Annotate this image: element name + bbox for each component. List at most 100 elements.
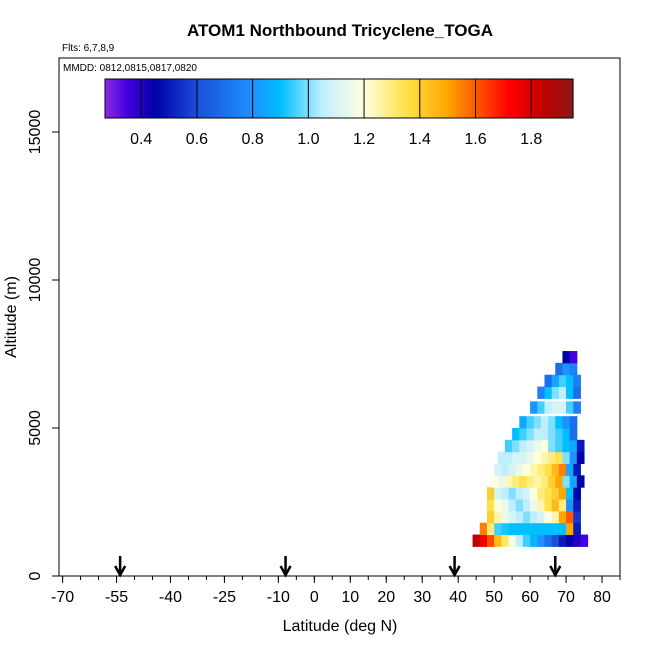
colorbar-segment bbox=[159, 79, 165, 118]
colorbar-segment bbox=[510, 79, 516, 118]
heatmap-cell bbox=[504, 475, 513, 488]
heatmap-cell bbox=[573, 510, 581, 524]
colorbar-segment bbox=[253, 79, 258, 118]
colorbar-segment bbox=[561, 79, 566, 118]
heatmap-cell bbox=[569, 428, 578, 441]
heatmap-cell bbox=[558, 487, 567, 500]
heatmap-cell bbox=[551, 463, 560, 476]
colorbar-segment bbox=[432, 79, 438, 118]
colorbar-segment bbox=[307, 79, 313, 118]
x-axis: -70 -55 -40 -25 -10 0 10 20 30 40 50 60 70 80 bbox=[51, 576, 621, 606]
heatmap-cell bbox=[551, 510, 560, 524]
colorbar-segment bbox=[155, 79, 161, 118]
colorbar-segment bbox=[374, 79, 379, 118]
x-tick-label: 80 bbox=[593, 589, 611, 606]
colorbar-segment bbox=[315, 79, 321, 118]
colorbar-segment bbox=[401, 79, 406, 118]
heatmap-cell bbox=[490, 475, 499, 488]
colorbar-segment bbox=[393, 79, 399, 118]
colorbar-tick-label: 0.8 bbox=[242, 131, 264, 148]
heatmap-cell bbox=[555, 428, 563, 441]
heatmap-cell bbox=[504, 451, 513, 465]
colorbar-segment bbox=[175, 79, 180, 118]
colorbar-segment bbox=[233, 79, 239, 118]
heatmap-cell bbox=[551, 499, 560, 512]
colorbar-segment bbox=[108, 79, 114, 118]
heatmap-cell bbox=[512, 475, 520, 488]
heatmap-cell bbox=[533, 428, 542, 441]
heatmap-cell bbox=[548, 451, 556, 465]
y-tick-label: 15000 bbox=[27, 110, 44, 155]
colorbar-segment bbox=[483, 79, 488, 118]
heatmap-cell bbox=[522, 499, 531, 512]
colorbar-segment bbox=[541, 79, 547, 118]
colorbar-segment bbox=[218, 79, 223, 118]
heatmap-cell bbox=[486, 522, 495, 536]
heatmap-cell bbox=[544, 374, 553, 388]
heatmap-cell bbox=[562, 416, 571, 429]
heatmap-cell bbox=[486, 534, 495, 547]
heatmap-cell bbox=[548, 475, 556, 488]
colorbar-segment bbox=[487, 79, 492, 118]
heatmap-cell bbox=[558, 534, 567, 547]
colorbar-segment bbox=[120, 79, 126, 118]
colorbar-segment bbox=[147, 79, 153, 118]
x-tick-label: 10 bbox=[341, 589, 359, 606]
heatmap-cell bbox=[558, 463, 567, 476]
colorbar-segment bbox=[463, 79, 469, 118]
heatmap-cell bbox=[551, 522, 560, 536]
x-tick-label: -10 bbox=[267, 589, 290, 606]
colorbar-tick-label: 1.0 bbox=[297, 131, 319, 148]
heatmap-cell bbox=[533, 475, 542, 488]
heatmap-cell bbox=[508, 499, 517, 512]
colorbar-segment bbox=[362, 79, 367, 118]
colorbar-segment bbox=[190, 79, 196, 118]
heatmap-cell bbox=[501, 463, 510, 476]
heatmap-cell bbox=[551, 534, 560, 547]
heatmap-cell bbox=[522, 534, 531, 547]
heatmap-cell bbox=[537, 487, 545, 500]
heatmap-cell bbox=[533, 451, 542, 465]
colorbar-segment bbox=[296, 79, 301, 118]
heatmap-cell bbox=[540, 416, 549, 429]
heatmap-cell bbox=[494, 534, 502, 547]
heatmap-cell bbox=[576, 451, 585, 465]
flights-note: Flts: 6,7,8,9 bbox=[62, 43, 115, 54]
heatmap-cell bbox=[544, 463, 553, 476]
x-tick-label: 60 bbox=[521, 589, 539, 606]
colorbar-segment bbox=[272, 79, 278, 118]
colorbar-segment bbox=[378, 79, 383, 118]
colorbar-tick-label: 1.6 bbox=[464, 131, 486, 148]
heatmap-cell bbox=[501, 487, 510, 500]
heatmap-cell bbox=[548, 416, 556, 429]
heatmap-cell bbox=[533, 416, 542, 429]
heatmap-cell bbox=[562, 451, 571, 465]
heatmap-cell bbox=[537, 499, 545, 512]
colorbar-segment bbox=[370, 79, 375, 118]
heatmap-cell bbox=[573, 522, 581, 536]
colorbar-segment bbox=[288, 79, 293, 118]
plot-frame bbox=[58, 57, 621, 577]
colorbar-segment bbox=[354, 79, 360, 118]
colorbar-segment bbox=[459, 79, 465, 118]
colorbar-segment bbox=[261, 79, 266, 118]
heatmap-cell bbox=[566, 401, 574, 414]
colorbar: 0.4 0.6 0.8 1.0 1.2 1.4 1.6 1.8 bbox=[104, 78, 574, 148]
colorbar-segment bbox=[136, 79, 141, 118]
heatmap-cell bbox=[530, 499, 538, 512]
colorbar-segment bbox=[300, 79, 305, 118]
colorbar-tick-label: 1.2 bbox=[353, 131, 375, 148]
heatmap-cell bbox=[537, 401, 545, 414]
heatmap-cell bbox=[562, 475, 571, 488]
colorbar-segment bbox=[171, 79, 176, 118]
colorbar-segment bbox=[553, 79, 558, 118]
y-tick-label: 5000 bbox=[27, 410, 44, 446]
heatmap-cell bbox=[544, 487, 553, 500]
heatmap-cell bbox=[562, 439, 571, 453]
heatmap-cell bbox=[548, 428, 556, 441]
heatmap-cell bbox=[472, 534, 481, 547]
heatmap-cell bbox=[526, 428, 535, 441]
colorbar-segment bbox=[389, 79, 395, 118]
heatmap-cell bbox=[544, 386, 553, 399]
colorbar-segment bbox=[335, 79, 340, 118]
